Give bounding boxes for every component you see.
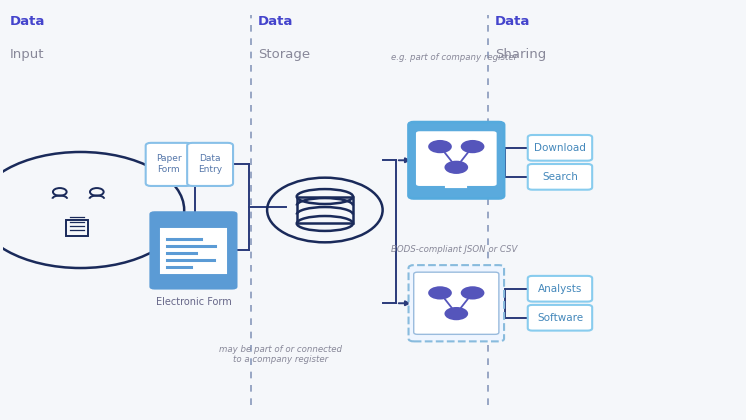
FancyBboxPatch shape — [161, 229, 226, 273]
Circle shape — [461, 286, 484, 299]
Circle shape — [461, 140, 484, 153]
Text: Input: Input — [10, 48, 45, 61]
FancyBboxPatch shape — [414, 272, 499, 334]
Text: Data: Data — [10, 15, 46, 28]
FancyBboxPatch shape — [409, 265, 504, 341]
Text: Search: Search — [542, 172, 578, 182]
Text: Download: Download — [534, 143, 586, 153]
Text: Paper
Form: Paper Form — [156, 155, 181, 174]
Text: Software: Software — [537, 313, 583, 323]
FancyBboxPatch shape — [527, 135, 592, 161]
FancyBboxPatch shape — [416, 131, 497, 186]
Text: may be part of or connected
to a company register: may be part of or connected to a company… — [219, 345, 342, 364]
Text: Data: Data — [258, 15, 294, 28]
Text: Data
Entry: Data Entry — [198, 155, 222, 174]
Circle shape — [445, 161, 468, 174]
Circle shape — [428, 140, 452, 153]
FancyBboxPatch shape — [527, 305, 592, 331]
FancyBboxPatch shape — [527, 276, 592, 302]
Bar — [297, 197, 353, 223]
Circle shape — [428, 286, 452, 299]
Text: Electronic Form: Electronic Form — [156, 297, 231, 307]
Text: Storage: Storage — [258, 48, 310, 61]
FancyBboxPatch shape — [527, 164, 592, 190]
FancyBboxPatch shape — [149, 211, 237, 289]
Circle shape — [445, 307, 468, 320]
Text: Sharing: Sharing — [495, 48, 546, 61]
FancyBboxPatch shape — [409, 122, 504, 198]
FancyBboxPatch shape — [145, 143, 192, 186]
Text: BODS-compliant JSON or CSV: BODS-compliant JSON or CSV — [391, 245, 518, 254]
Text: Data: Data — [495, 15, 530, 28]
FancyBboxPatch shape — [187, 143, 233, 186]
Text: Analysts: Analysts — [538, 284, 582, 294]
Text: e.g. part of company register: e.g. part of company register — [392, 52, 518, 61]
